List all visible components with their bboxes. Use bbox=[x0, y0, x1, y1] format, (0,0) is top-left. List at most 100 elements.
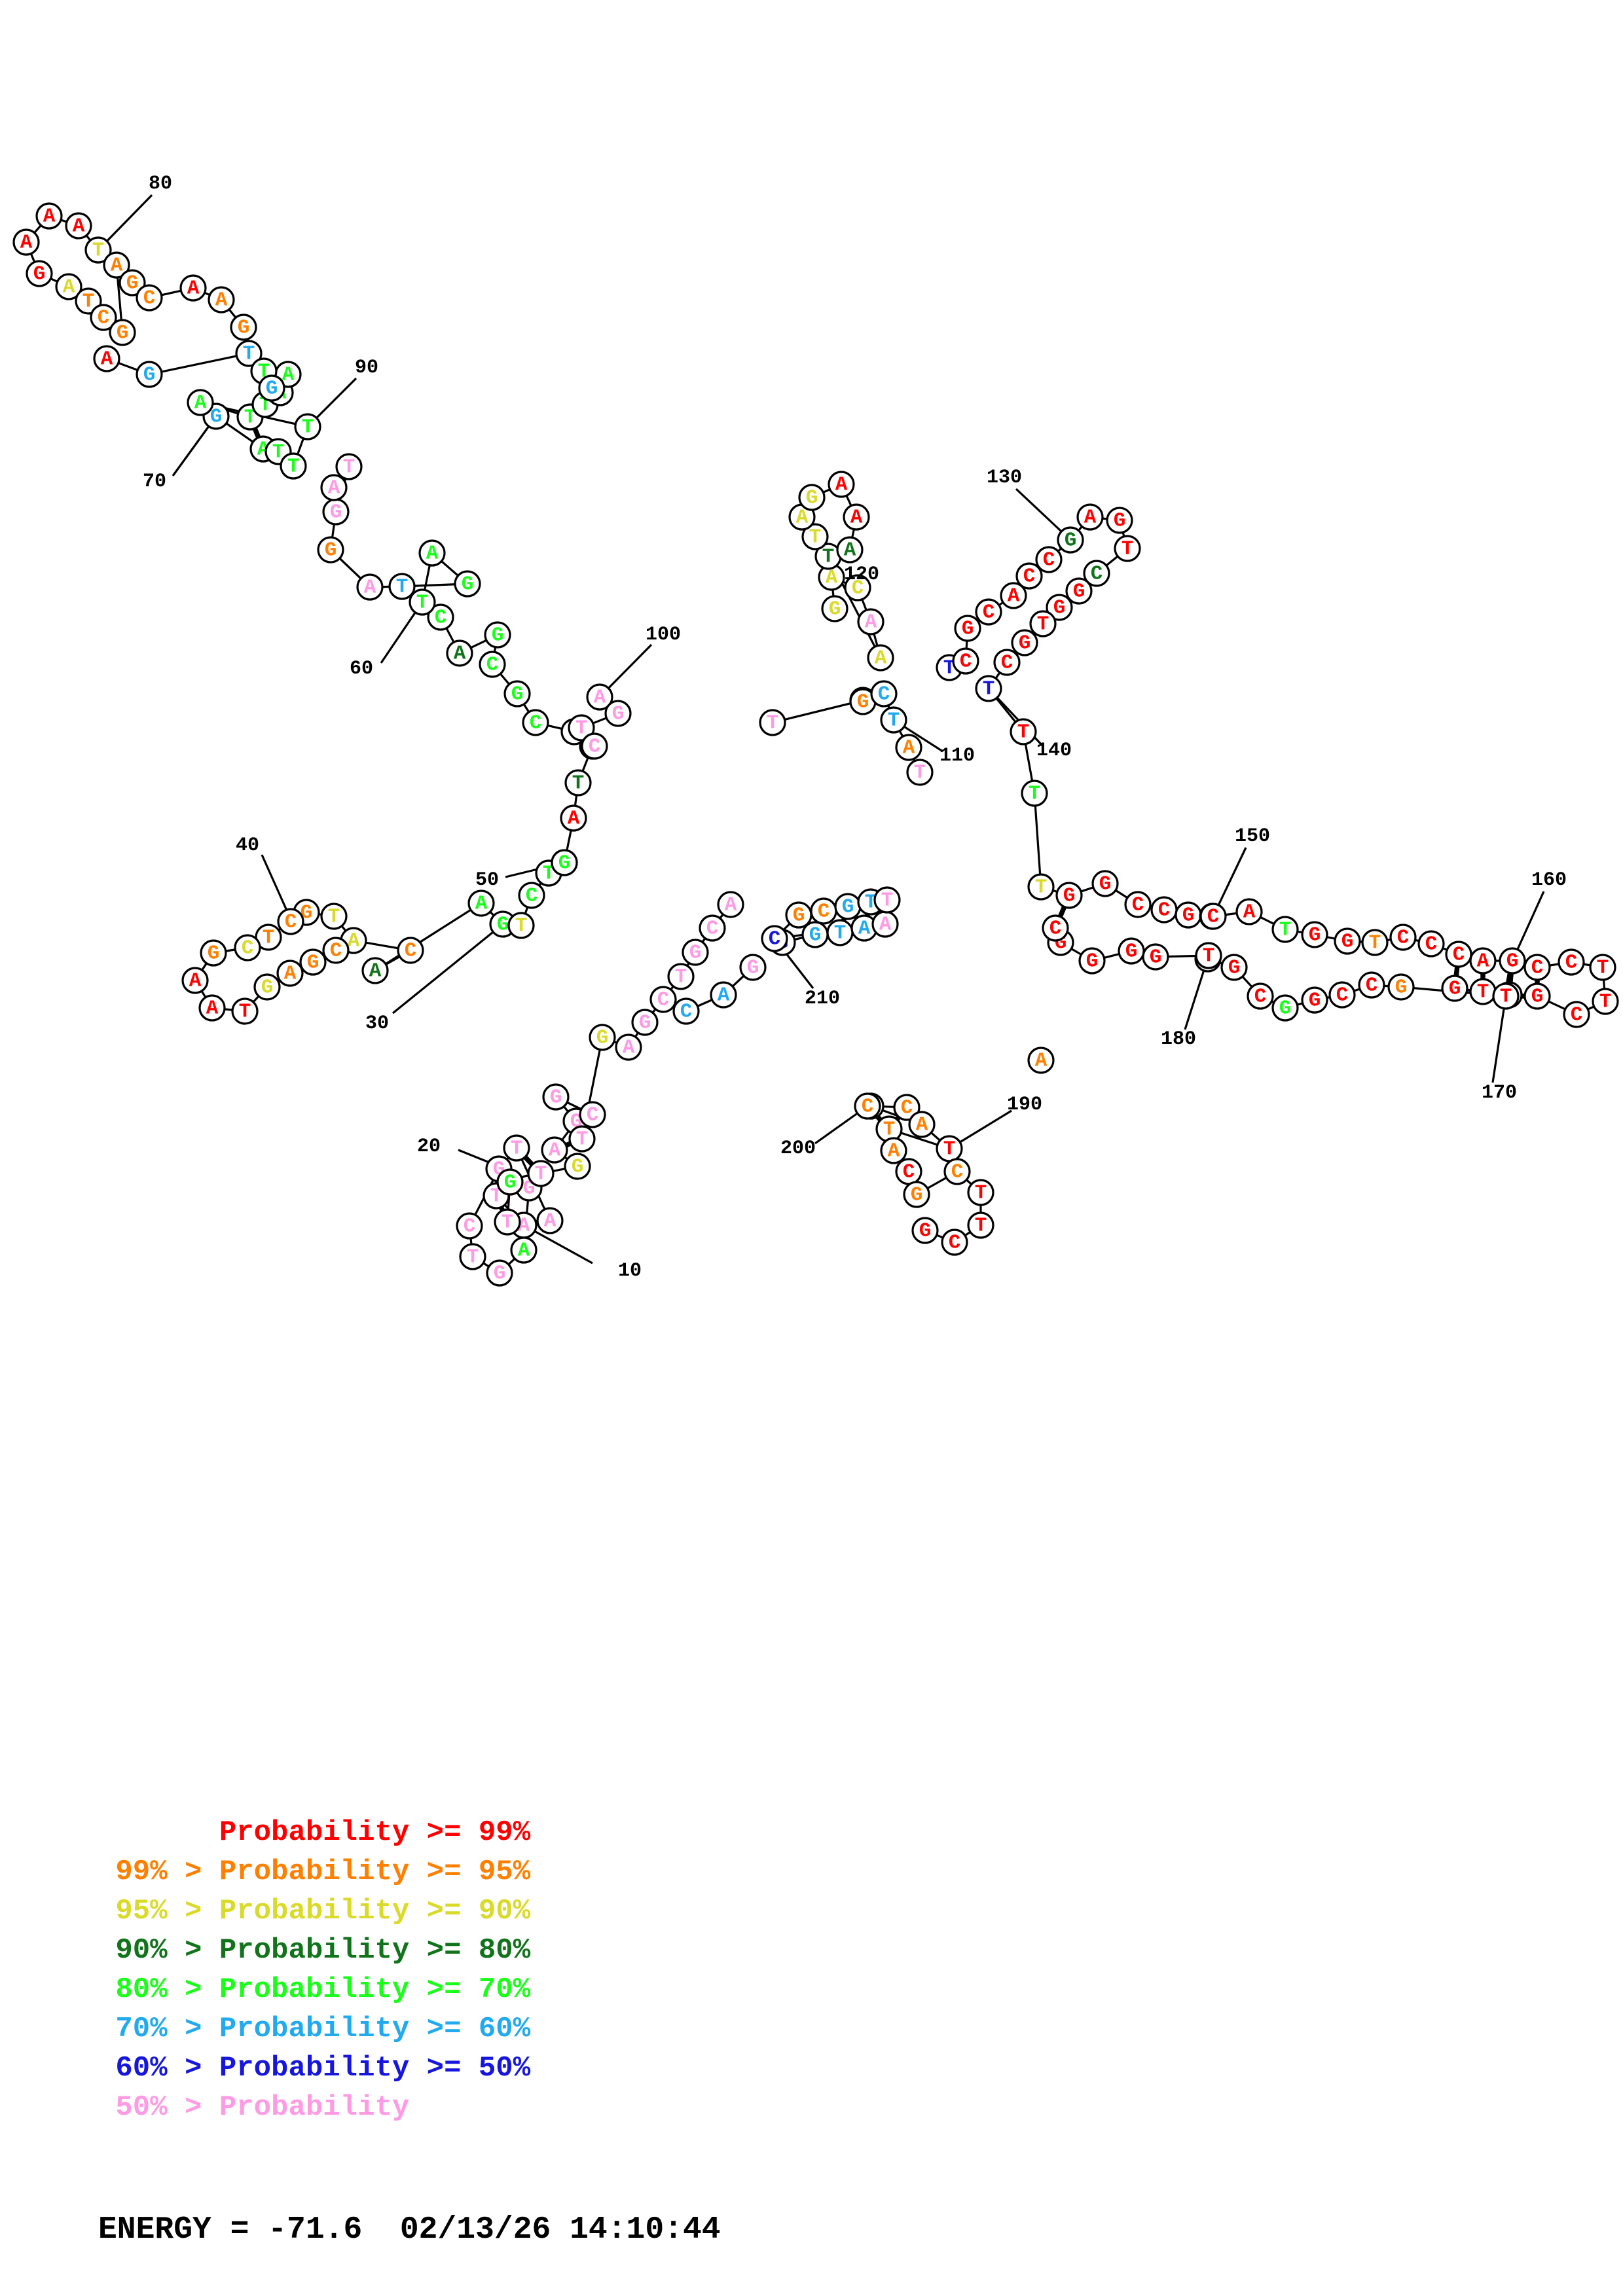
nucleotide-circle[interactable] bbox=[560, 804, 587, 832]
nucleotide[interactable]: A bbox=[615, 1033, 642, 1061]
nucleotide[interactable]: T bbox=[906, 759, 934, 786]
nucleotide-circle[interactable] bbox=[418, 539, 446, 567]
nucleotide[interactable]: C bbox=[895, 1158, 922, 1185]
nucleotide-circle[interactable] bbox=[1499, 947, 1526, 975]
nucleotide[interactable]: A bbox=[1235, 898, 1263, 925]
nucleotide[interactable]: G bbox=[903, 1181, 930, 1208]
nucleotide-circle[interactable] bbox=[542, 1083, 570, 1111]
nucleotide[interactable]: A bbox=[208, 286, 235, 314]
nucleotide[interactable]: T bbox=[568, 1125, 596, 1153]
nucleotide[interactable]: A bbox=[55, 273, 82, 300]
nucleotide[interactable]: C bbox=[1199, 903, 1227, 930]
nucleotide-circle[interactable] bbox=[975, 675, 1002, 702]
nucleotide-circle[interactable] bbox=[906, 759, 934, 786]
nucleotide-circle[interactable] bbox=[1010, 718, 1037, 745]
nucleotide-circle[interactable] bbox=[388, 573, 416, 600]
nucleotide[interactable]: A bbox=[710, 981, 737, 1009]
nucleotide-circle[interactable] bbox=[1492, 982, 1520, 1010]
nucleotide-circle[interactable] bbox=[873, 886, 901, 914]
nucleotide[interactable]: C bbox=[893, 1094, 921, 1121]
nucleotide[interactable]: G bbox=[1106, 507, 1133, 534]
nucleotide-circle[interactable] bbox=[1523, 954, 1551, 981]
nucleotide[interactable]: G bbox=[1078, 947, 1106, 975]
nucleotide-circle[interactable] bbox=[1195, 942, 1222, 969]
nucleotide[interactable]: A bbox=[867, 644, 894, 672]
nucleotide[interactable]: C bbox=[518, 882, 545, 909]
nucleotide-circle[interactable] bbox=[1361, 929, 1389, 956]
nucleotide[interactable]: T bbox=[873, 886, 901, 914]
nucleotide-circle[interactable] bbox=[579, 1101, 606, 1128]
nucleotide-circle[interactable] bbox=[631, 1009, 659, 1036]
nucleotide[interactable]: A bbox=[871, 910, 899, 938]
nucleotide[interactable]: A bbox=[1000, 582, 1027, 609]
nucleotide[interactable]: C bbox=[397, 937, 424, 964]
nucleotide-circle[interactable] bbox=[759, 709, 786, 736]
nucleotide-circle[interactable] bbox=[649, 986, 677, 1013]
nucleotide-circle[interactable] bbox=[1015, 562, 1043, 590]
nucleotide-circle[interactable] bbox=[335, 453, 363, 480]
nucleotide[interactable]: T bbox=[880, 706, 907, 734]
nucleotide-circle[interactable] bbox=[880, 1137, 907, 1164]
nucleotide-circle[interactable] bbox=[1083, 560, 1110, 587]
nucleotide-circle[interactable] bbox=[710, 981, 737, 1009]
nucleotide[interactable]: A bbox=[717, 891, 744, 918]
nucleotide-circle[interactable] bbox=[586, 683, 613, 711]
nucleotide-circle[interactable] bbox=[798, 484, 826, 511]
nucleotide-circle[interactable] bbox=[467, 889, 495, 917]
nucleotide-circle[interactable] bbox=[1021, 780, 1048, 807]
nucleotide-circle[interactable] bbox=[109, 319, 136, 346]
nucleotide-circle[interactable] bbox=[494, 1208, 521, 1236]
nucleotide[interactable]: G bbox=[1057, 526, 1084, 554]
nucleotide[interactable]: G bbox=[230, 314, 257, 341]
nucleotide-circle[interactable] bbox=[1469, 947, 1497, 975]
nucleotide-circle[interactable] bbox=[568, 1125, 596, 1153]
nucleotide-circle[interactable] bbox=[604, 700, 632, 727]
nucleotide[interactable]: T bbox=[564, 769, 592, 797]
nucleotide-circle[interactable] bbox=[564, 769, 592, 797]
nucleotide[interactable]: G bbox=[1220, 954, 1248, 981]
nucleotide[interactable]: C bbox=[810, 897, 837, 925]
nucleotide-circle[interactable] bbox=[1271, 916, 1299, 943]
nucleotide[interactable]: T bbox=[568, 714, 595, 742]
nucleotide[interactable]: G bbox=[1142, 943, 1169, 971]
nucleotide-circle[interactable] bbox=[1441, 975, 1468, 1002]
nucleotide-circle[interactable] bbox=[739, 954, 767, 981]
nucleotide-circle[interactable] bbox=[551, 849, 578, 876]
nucleotide-circle[interactable] bbox=[1000, 582, 1027, 609]
nucleotide[interactable]: A bbox=[850, 914, 878, 942]
nucleotide[interactable]: G bbox=[486, 1259, 513, 1287]
nucleotide-circle[interactable] bbox=[136, 361, 163, 388]
nucleotide[interactable]: G bbox=[801, 921, 829, 948]
nucleotide[interactable]: C bbox=[322, 937, 350, 964]
nucleotide[interactable]: A bbox=[536, 1207, 564, 1234]
nucleotide[interactable]: G bbox=[911, 1217, 939, 1244]
nucleotide[interactable]: G bbox=[1387, 973, 1415, 1001]
nucleotide-circle[interactable] bbox=[857, 608, 884, 636]
nucleotide[interactable]: A bbox=[467, 889, 495, 917]
nucleotide-circle[interactable] bbox=[908, 1111, 936, 1138]
nucleotide[interactable]: C bbox=[136, 284, 163, 312]
nucleotide[interactable]: C bbox=[672, 997, 700, 1025]
nucleotide[interactable]: T bbox=[814, 543, 842, 570]
nucleotide[interactable]: A bbox=[446, 639, 473, 667]
nucleotide[interactable]: G bbox=[317, 536, 344, 564]
nucleotide[interactable]: A bbox=[356, 573, 384, 601]
nucleotide[interactable]: C bbox=[90, 304, 117, 331]
nucleotide-circle[interactable] bbox=[854, 1092, 881, 1120]
nucleotide-circle[interactable] bbox=[1118, 937, 1145, 965]
nucleotide-circle[interactable] bbox=[198, 994, 226, 1022]
nucleotide[interactable]: G bbox=[299, 948, 327, 976]
nucleotide[interactable]: T bbox=[1021, 780, 1048, 807]
nucleotide[interactable]: T bbox=[967, 1211, 994, 1239]
nucleotide[interactable]: A bbox=[12, 228, 40, 256]
nucleotide[interactable]: C bbox=[1035, 546, 1063, 573]
nucleotide-circle[interactable] bbox=[503, 680, 531, 708]
nucleotide[interactable]: C bbox=[1445, 941, 1472, 968]
nucleotide[interactable]: C bbox=[1558, 948, 1585, 976]
nucleotide-circle[interactable] bbox=[672, 997, 700, 1025]
nucleotide[interactable]: C bbox=[1015, 562, 1043, 590]
nucleotide-circle[interactable] bbox=[541, 1136, 568, 1164]
nucleotide-circle[interactable] bbox=[527, 1160, 555, 1187]
nucleotide[interactable]: T bbox=[801, 523, 829, 550]
nucleotide[interactable]: G bbox=[1301, 921, 1328, 948]
